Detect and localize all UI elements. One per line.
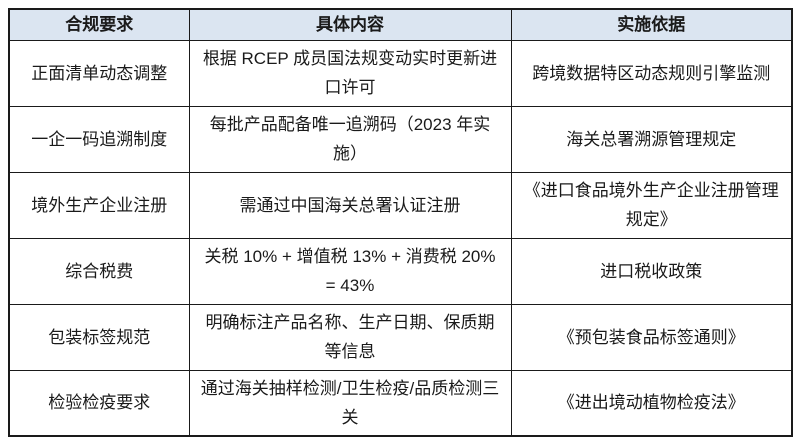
- table-cell: 包装标签规范: [8, 303, 190, 371]
- table-row: 境外生产企业注册 需通过中国海关总署认证注册 《进口食品境外生产企业注册管理规定…: [8, 171, 793, 239]
- table-row: 综合税费 关税 10% + 增值税 13% + 消费税 20% = 43% 进口…: [8, 237, 793, 305]
- header-cell-compliance-requirement: 合规要求: [8, 8, 190, 41]
- table-row: 包装标签规范 明确标注产品名称、生产日期、保质期等信息 《预包装食品标签通则》: [8, 303, 793, 371]
- table-cell: 进口税收政策: [510, 237, 793, 305]
- table-row: 检验检疫要求 通过海关抽样检测/卫生检疫/品质检测三关 《进出境动植物检疫法》: [8, 369, 793, 437]
- table-cell: 《进出境动植物检疫法》: [510, 369, 793, 437]
- table-cell: 需通过中国海关总署认证注册: [188, 171, 512, 239]
- table-cell: 海关总署溯源管理规定: [510, 105, 793, 173]
- table-cell: 《预包装食品标签通则》: [510, 303, 793, 371]
- table-cell: 根据 RCEP 成员国法规变动实时更新进口许可: [188, 39, 512, 107]
- table-cell: 一企一码追溯制度: [8, 105, 190, 173]
- header-cell-specific-content: 具体内容: [188, 8, 512, 41]
- table-cell: 明确标注产品名称、生产日期、保质期等信息: [188, 303, 512, 371]
- table-cell: 每批产品配备唯一追溯码（2023 年实施）: [188, 105, 512, 173]
- header-cell-implementation-basis: 实施依据: [510, 8, 793, 41]
- table-cell: 正面清单动态调整: [8, 39, 190, 107]
- table-cell: 综合税费: [8, 237, 190, 305]
- table-row: 一企一码追溯制度 每批产品配备唯一追溯码（2023 年实施） 海关总署溯源管理规…: [8, 105, 793, 173]
- table-cell: 关税 10% + 增值税 13% + 消费税 20% = 43%: [188, 237, 512, 305]
- table-header-row: 合规要求 具体内容 实施依据: [8, 8, 793, 41]
- table-row: 正面清单动态调整 根据 RCEP 成员国法规变动实时更新进口许可 跨境数据特区动…: [8, 39, 793, 107]
- compliance-table: 合规要求 具体内容 实施依据 正面清单动态调整 根据 RCEP 成员国法规变动实…: [8, 8, 793, 437]
- table-cell: 通过海关抽样检测/卫生检疫/品质检测三关: [188, 369, 512, 437]
- table-cell: 跨境数据特区动态规则引擎监测: [510, 39, 793, 107]
- table-cell: 《进口食品境外生产企业注册管理规定》: [510, 171, 793, 239]
- table-cell: 检验检疫要求: [8, 369, 190, 437]
- table-cell: 境外生产企业注册: [8, 171, 190, 239]
